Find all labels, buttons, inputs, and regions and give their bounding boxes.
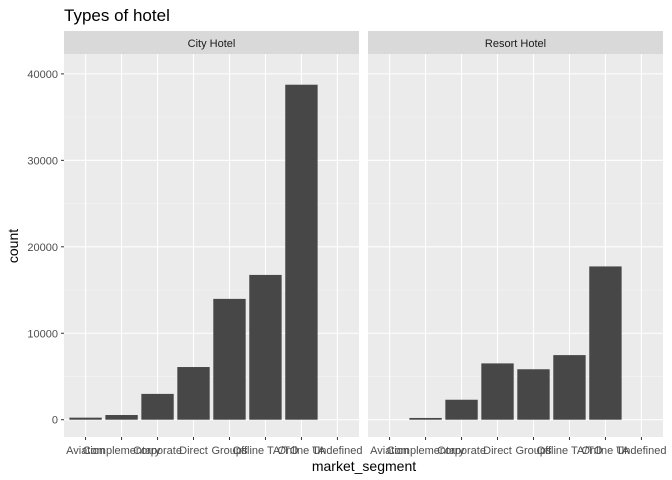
panel-resort-hotel: Resort Hotel AviationComplementaryCorpora… [368, 31, 666, 457]
x-tick-label: Aviation [370, 445, 409, 457]
y-tick-label: 40000 [27, 69, 58, 81]
x-tick-label: Corporate [133, 445, 182, 457]
bar-city-hotel-offline-ta-to [249, 274, 282, 420]
bar-resort-hotel-groups [517, 369, 550, 420]
x-tick-label: Online TA [581, 445, 630, 457]
bar-city-hotel-direct [177, 367, 210, 420]
y-axis-title: count [5, 229, 21, 263]
x-tick-label: Direct [179, 445, 208, 457]
x-tick-label: Undefined [312, 445, 362, 457]
facet-panels: City HotelAviationComplementaryCorporate… [64, 31, 666, 457]
x-tick-label: Groups [515, 445, 552, 457]
panel-city-hotel: City Hotel AviationComplementaryCorporate… [64, 31, 362, 457]
y-tick-label: 30000 [27, 155, 58, 167]
x-tick-label: Corporate [437, 445, 486, 457]
bar-city-hotel-corporate [141, 393, 174, 420]
strip-label-resort-hotel: Resort Hotel [485, 38, 546, 50]
bar-city-hotel-complementary [105, 415, 138, 420]
bar-resort-hotel-corporate [445, 399, 478, 420]
x-tick-label: Aviation [66, 445, 105, 457]
y-tick-label: 10000 [27, 328, 58, 340]
y-axis: 0 10000 20000 30000 40000 [27, 69, 64, 427]
strip-city-hotel [64, 31, 359, 54]
bar-city-hotel-online-ta [285, 84, 318, 420]
strip-label-city-hotel: City Hotel [188, 38, 236, 50]
y-tick-label: 0 [52, 415, 58, 427]
bar-city-hotel-aviation [69, 417, 102, 420]
x-tick-label: Offline TA/TO [233, 445, 299, 457]
y-tick-label: 20000 [27, 242, 58, 254]
bar-resort-hotel-direct [481, 363, 514, 420]
bar-resort-hotel-online-ta [589, 266, 622, 420]
bar-resort-hotel-complementary [409, 417, 442, 420]
strip-resort-hotel [368, 31, 663, 54]
x-tick-label: Complementary [83, 445, 161, 457]
chart-title: Types of hotel [64, 6, 170, 25]
bar-city-hotel-groups [213, 298, 246, 420]
x-tick-label: Direct [483, 445, 512, 457]
bar-resort-hotel-offline-ta-to [553, 355, 586, 420]
x-tick-label: Groups [211, 445, 248, 457]
x-tick-label: Undefined [616, 445, 666, 457]
x-axis-title: market_segment [312, 458, 416, 474]
x-tick-label: Offline TA/TO [537, 445, 603, 457]
x-tick-label: Online TA [277, 445, 326, 457]
x-tick-label: Complementary [387, 445, 465, 457]
